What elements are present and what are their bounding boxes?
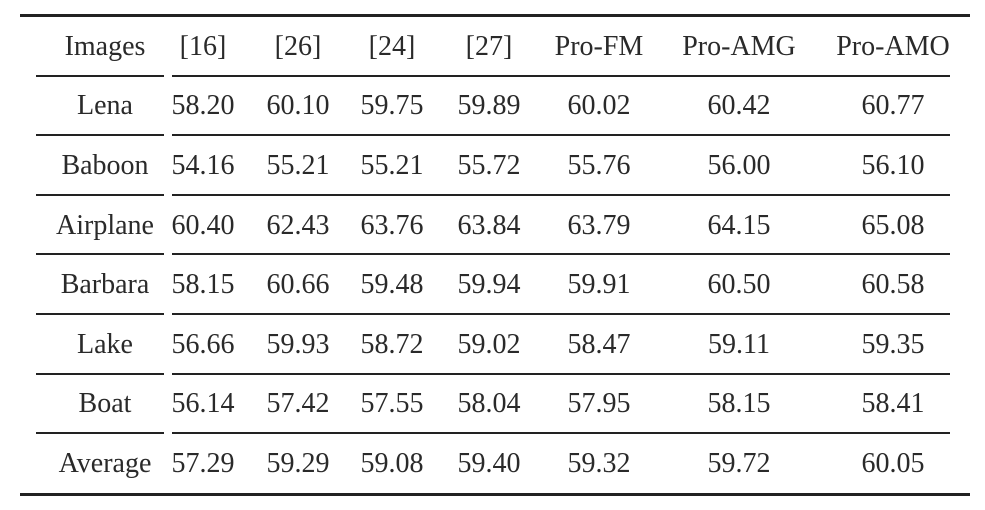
row-divider: [172, 74, 950, 77]
table-cell: 54.16: [171, 149, 235, 181]
table-cell: 58.47: [567, 328, 631, 360]
header-pro-amo: Pro-AMO: [836, 30, 950, 62]
table-cell: 64.15: [707, 209, 771, 241]
table-cell: 58.41: [861, 388, 925, 420]
bottom-rule: [20, 493, 970, 496]
table-cell: 59.35: [861, 328, 925, 360]
table-cell: 59.29: [266, 447, 330, 479]
table-cell: 58.72: [360, 328, 424, 360]
row-divider: [36, 193, 164, 196]
table-cell: 56.10: [861, 149, 925, 181]
row-label: Boat: [78, 388, 132, 420]
row-divider: [172, 193, 950, 196]
table-cell: 59.72: [707, 447, 771, 479]
table-cell: 59.75: [360, 90, 424, 122]
table-cell: 59.08: [360, 447, 424, 479]
table-cell: 55.21: [360, 149, 424, 181]
table-cell: 59.94: [457, 269, 521, 301]
table-cell: 59.91: [567, 269, 631, 301]
table-cell: 59.48: [360, 269, 424, 301]
table-row: Boat 56.14 57.42 57.55 58.04 57.95 58.15…: [20, 375, 970, 435]
table-grid: Images [16] [26] [24] [27] Pro-FM Pro-AM…: [20, 17, 970, 494]
row-divider: [36, 372, 164, 375]
table-cell: 62.43: [266, 209, 330, 241]
table-cell: 57.42: [266, 388, 330, 420]
row-divider: [172, 372, 950, 375]
table-cell: 59.11: [708, 328, 770, 360]
table-cell: 59.40: [457, 447, 521, 479]
table-row-average: Average 57.29 59.29 59.08 59.40 59.32 59…: [20, 434, 970, 494]
table-cell: 56.66: [171, 328, 235, 360]
table-cell: 60.05: [861, 447, 925, 479]
table-row: Lake 56.66 59.93 58.72 59.02 58.47 59.11…: [20, 315, 970, 375]
header-pro-fm: Pro-FM: [554, 30, 644, 62]
table-cell: 60.50: [707, 269, 771, 301]
table-cell: 65.08: [861, 209, 925, 241]
row-divider: [172, 432, 950, 435]
table-row: Barbara 58.15 60.66 59.48 59.94 59.91 60…: [20, 255, 970, 315]
table-cell: 59.32: [567, 447, 631, 479]
row-divider: [172, 253, 950, 256]
table-row: Airplane 60.40 62.43 63.76 63.84 63.79 6…: [20, 196, 970, 256]
header-row: Images [16] [26] [24] [27] Pro-FM Pro-AM…: [20, 17, 970, 77]
row-divider: [172, 312, 950, 315]
row-label: Lena: [77, 90, 133, 122]
header-ref-16: [16]: [179, 30, 227, 62]
table-cell: 60.10: [266, 90, 330, 122]
row-label: Average: [58, 447, 152, 479]
row-label: Baboon: [61, 149, 149, 181]
header-pro-amg: Pro-AMG: [682, 30, 796, 62]
table-cell: 58.15: [707, 388, 771, 420]
table-cell: 56.14: [171, 388, 235, 420]
table-cell: 60.77: [861, 90, 925, 122]
table-cell: 59.93: [266, 328, 330, 360]
row-divider: [36, 134, 164, 137]
table-cell: 59.89: [457, 90, 521, 122]
table-cell: 63.84: [457, 209, 521, 241]
top-rule: [20, 14, 970, 17]
row-divider: [36, 432, 164, 435]
row-divider: [36, 253, 164, 256]
header-ref-27: [27]: [465, 30, 513, 62]
table-cell: 59.02: [457, 328, 521, 360]
table-cell: 58.15: [171, 269, 235, 301]
table-cell: 57.55: [360, 388, 424, 420]
row-label: Airplane: [56, 209, 154, 241]
header-ref-24: [24]: [368, 30, 416, 62]
table-cell: 63.76: [360, 209, 424, 241]
table-cell: 58.04: [457, 388, 521, 420]
table-cell: 55.76: [567, 149, 631, 181]
table-cell: 55.72: [457, 149, 521, 181]
table-cell: 58.20: [171, 90, 235, 122]
table-cell: 60.42: [707, 90, 771, 122]
table-cell: 57.29: [171, 447, 235, 479]
row-label: Lake: [77, 328, 133, 360]
row-divider: [36, 312, 164, 315]
table-cell: 55.21: [266, 149, 330, 181]
header-ref-26: [26]: [274, 30, 322, 62]
table-cell: 63.79: [567, 209, 631, 241]
table-cell: 60.66: [266, 269, 330, 301]
table-cell: 60.40: [171, 209, 235, 241]
row-label: Barbara: [60, 269, 150, 301]
row-divider: [172, 134, 950, 137]
table-cell: 56.00: [707, 149, 771, 181]
table-row: Baboon 54.16 55.21 55.21 55.72 55.76 56.…: [20, 136, 970, 196]
table-row: Lena 58.20 60.10 59.75 59.89 60.02 60.42…: [20, 77, 970, 137]
table-cell: 60.02: [567, 90, 631, 122]
table-cell: 60.58: [861, 269, 925, 301]
header-images: Images: [64, 30, 146, 62]
table-cell: 57.95: [567, 388, 631, 420]
row-divider: [36, 74, 164, 77]
